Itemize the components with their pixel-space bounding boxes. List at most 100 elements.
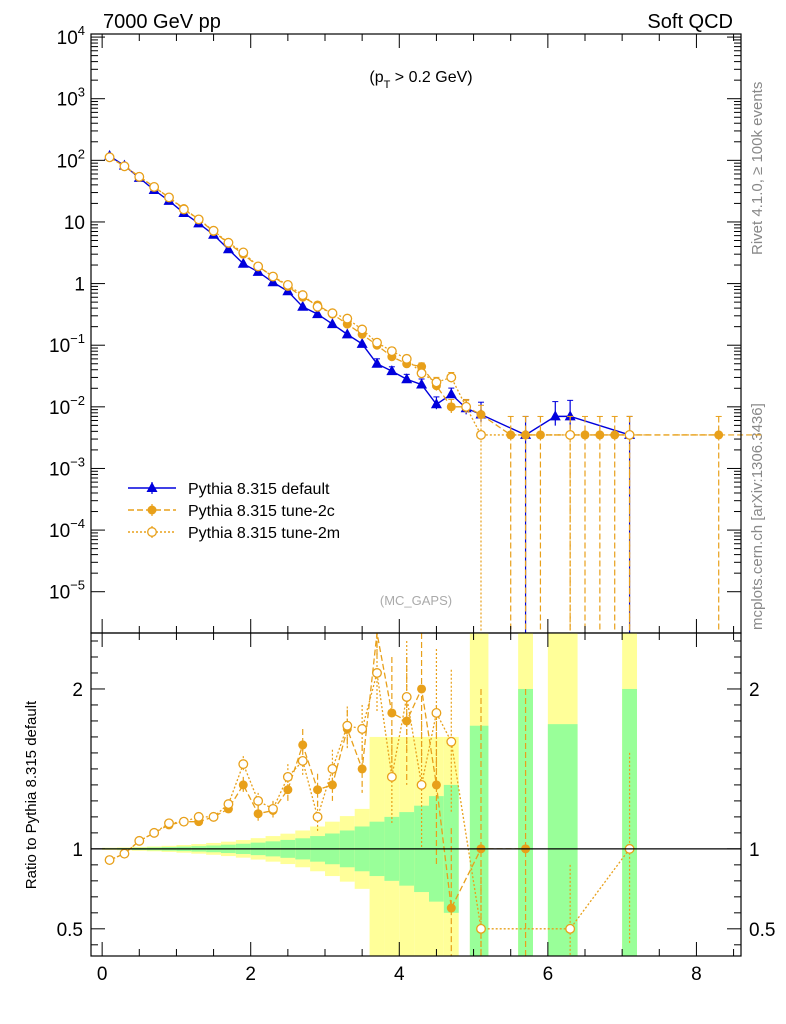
y-tick-label: 10−1 xyxy=(49,331,85,357)
x-tick-label: 4 xyxy=(394,964,405,985)
data-point xyxy=(461,401,472,412)
data-point xyxy=(549,410,561,421)
watermark: (MC_GAPS) xyxy=(380,593,452,608)
data-point xyxy=(445,388,457,399)
data-point xyxy=(104,152,115,163)
ratio-point xyxy=(386,771,397,782)
ratio-point xyxy=(193,811,204,822)
data-point xyxy=(119,161,130,172)
data-point xyxy=(430,398,442,409)
main-frame xyxy=(90,33,742,634)
data-point xyxy=(164,192,174,203)
series-tune2c xyxy=(105,152,764,633)
data-point xyxy=(714,430,724,440)
ratio-point xyxy=(387,708,397,718)
data-point xyxy=(282,280,293,290)
ratio-point xyxy=(401,692,412,702)
data-point xyxy=(327,308,338,319)
data-point xyxy=(431,377,442,388)
data-point xyxy=(253,261,264,272)
data-point xyxy=(268,271,278,282)
ratio-point xyxy=(416,779,427,790)
mcplots-label: mcplots.cern.ch [arXiv:1306.3436] xyxy=(749,403,766,630)
legend-marker-tune2m xyxy=(147,527,157,537)
data-point xyxy=(297,300,309,311)
data-point xyxy=(238,247,249,258)
ratio-point xyxy=(134,835,145,846)
ratio-point xyxy=(327,780,337,790)
data-point xyxy=(297,290,308,301)
ratio-point xyxy=(476,923,486,934)
data-point xyxy=(372,337,382,348)
ratio-point xyxy=(402,716,412,726)
data-point xyxy=(342,313,353,324)
ratio-point xyxy=(119,848,130,859)
legend-label-tune2m: Pythia 8.315 tune-2m xyxy=(188,525,340,542)
data-point xyxy=(178,204,189,215)
data-point xyxy=(401,373,413,384)
data-point xyxy=(326,318,338,329)
green-band-block xyxy=(518,688,533,956)
header-left: 7000 GeV pp xyxy=(103,11,221,33)
ratio-point xyxy=(268,803,278,814)
data-point xyxy=(416,368,427,379)
data-point xyxy=(223,237,234,248)
ratio-y-tick-label-right: 1 xyxy=(749,840,760,861)
ratio-ylabel: Ratio to Pythia 8.315 default xyxy=(23,700,40,889)
ratio-point xyxy=(178,816,189,827)
ratio-bands xyxy=(102,633,637,956)
ratio-point xyxy=(327,763,338,774)
ratio-series-layer xyxy=(104,632,635,956)
ratio-panel: 0.5 0.5 1 1 2 2 0 2 4 6 8 Ratio to Pythia 8.315 de… xyxy=(23,632,775,985)
data-point xyxy=(565,429,576,440)
ratio-point xyxy=(282,771,293,782)
ratio-point xyxy=(431,708,442,718)
main-series-layer xyxy=(104,149,764,633)
x-tick-label: 2 xyxy=(245,964,256,985)
ratio-point xyxy=(313,785,323,795)
data-point xyxy=(356,337,368,348)
y-tick-label: 102 xyxy=(57,146,85,172)
data-point xyxy=(312,301,323,312)
legend-label-tune2c: Pythia 8.315 tune-2c xyxy=(188,503,335,520)
data-point xyxy=(371,357,383,368)
legend-label-default: Pythia 8.315 default xyxy=(188,481,330,498)
ratio-y-tick-label: 0.5 xyxy=(57,920,83,941)
ratio-point xyxy=(253,809,263,819)
ratio-point xyxy=(417,684,427,694)
x-tick-label: 6 xyxy=(543,964,554,985)
data-point xyxy=(416,378,428,389)
ratio-point xyxy=(164,818,174,829)
data-point xyxy=(357,324,368,335)
series-tune2m xyxy=(104,152,635,633)
data-point xyxy=(222,243,234,254)
data-point xyxy=(386,346,397,357)
ratio-frame xyxy=(90,632,742,957)
data-point xyxy=(208,225,219,236)
legend: Pythia 8.315 default Pythia 8.315 tune-2c… xyxy=(128,481,340,542)
y-tick-label: 10−3 xyxy=(49,454,85,480)
y-tick-label: 10 xyxy=(64,213,85,234)
green-band-block xyxy=(547,724,578,956)
y-tick-label: 10−5 xyxy=(49,578,85,604)
green-band-block xyxy=(469,725,489,956)
header-right: Soft QCD xyxy=(647,11,733,33)
y-tick-label: 1 xyxy=(74,275,85,296)
ratio-point xyxy=(342,720,353,731)
x-tick-label: 8 xyxy=(691,964,702,985)
ratio-point xyxy=(104,855,115,866)
y-tick-label: 10−2 xyxy=(49,393,85,419)
data-point xyxy=(386,365,398,376)
data-point xyxy=(535,430,545,440)
ratio-point xyxy=(297,755,308,766)
data-point xyxy=(580,430,590,440)
ratio-series-tune2m xyxy=(104,633,635,956)
data-point xyxy=(341,328,353,339)
series-line-default xyxy=(109,155,630,436)
x-tick-label: 0 xyxy=(97,964,108,985)
rivet-label: Rivet 4.1.0, ≥ 100k events xyxy=(749,82,766,255)
data-point xyxy=(446,402,456,412)
data-point xyxy=(134,171,145,182)
ratio-point xyxy=(446,736,457,747)
